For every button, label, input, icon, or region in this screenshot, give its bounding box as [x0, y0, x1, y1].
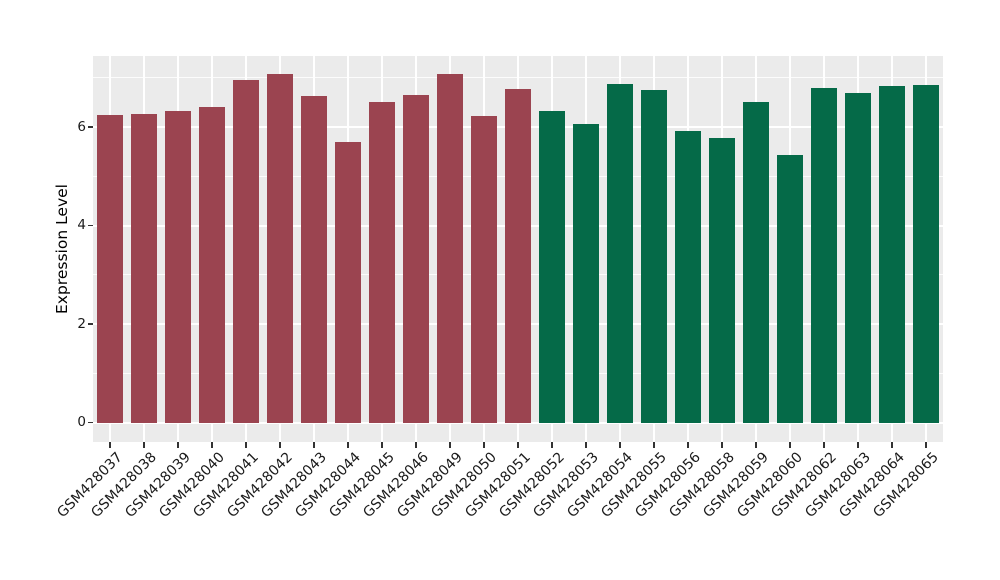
plot-panel: [93, 56, 943, 442]
bar-GSM428056: [675, 130, 701, 423]
bar-GSM428054: [607, 84, 633, 423]
y-tick-mark: [88, 126, 93, 128]
y-tick-mark: [88, 323, 93, 325]
y-tick-label: 0: [77, 414, 86, 430]
x-tick-mark: [823, 442, 825, 448]
bar-GSM428062: [811, 88, 837, 423]
bar-GSM428053: [573, 124, 599, 423]
x-tick-mark: [857, 442, 859, 448]
y-tick-label: 4: [77, 217, 86, 233]
x-tick-mark: [721, 442, 723, 448]
x-tick-mark: [755, 442, 757, 448]
x-tick-mark: [619, 442, 621, 448]
x-tick-mark: [143, 442, 145, 448]
x-tick-mark: [653, 442, 655, 448]
x-tick-mark: [279, 442, 281, 448]
bar-GSM428051: [505, 89, 531, 423]
bar-GSM428046: [403, 95, 429, 423]
bar-GSM428049: [437, 73, 463, 423]
x-tick-mark: [891, 442, 893, 448]
bar-GSM428037: [97, 115, 123, 423]
y-tick-mark: [88, 421, 93, 424]
bar-GSM428045: [369, 101, 395, 423]
x-tick-mark: [483, 442, 485, 448]
x-tick-mark: [381, 442, 383, 448]
bar-GSM428042: [267, 73, 293, 423]
gridline-minor-y: [93, 77, 943, 79]
x-tick-mark: [687, 442, 689, 448]
bar-GSM428041: [233, 80, 259, 423]
bar-GSM428065: [913, 84, 939, 423]
x-tick-mark: [245, 442, 247, 448]
bar-GSM428040: [199, 106, 225, 423]
x-tick-mark: [585, 442, 587, 448]
y-axis-title: Expression Level: [53, 184, 71, 314]
x-tick-mark: [415, 442, 417, 448]
bar-GSM428050: [471, 116, 497, 423]
bar-GSM428044: [335, 142, 361, 423]
x-tick-mark: [551, 442, 553, 448]
bar-GSM428058: [709, 138, 735, 423]
bar-GSM428063: [845, 92, 871, 423]
y-tick-label: 6: [77, 118, 86, 135]
x-tick-mark: [109, 442, 111, 448]
bar-GSM428039: [165, 110, 191, 423]
bar-GSM428059: [743, 102, 769, 423]
y-tick-label: 2: [77, 315, 86, 332]
bar-GSM428060: [777, 154, 803, 423]
x-tick-mark: [517, 442, 519, 448]
gridline-major-y: [93, 421, 943, 424]
x-tick-mark: [925, 442, 927, 448]
x-tick-mark: [347, 442, 349, 448]
bar-GSM428043: [301, 96, 327, 423]
x-tick-mark: [211, 442, 213, 448]
bar-GSM428055: [641, 89, 667, 423]
y-tick-mark: [88, 224, 93, 227]
bar-GSM428038: [131, 113, 157, 423]
x-tick-mark: [177, 442, 179, 448]
bar-GSM428052: [539, 111, 565, 423]
x-tick-mark: [789, 442, 791, 448]
x-tick-mark: [449, 442, 451, 448]
x-tick-mark: [313, 442, 315, 448]
bar-GSM428064: [879, 86, 905, 423]
